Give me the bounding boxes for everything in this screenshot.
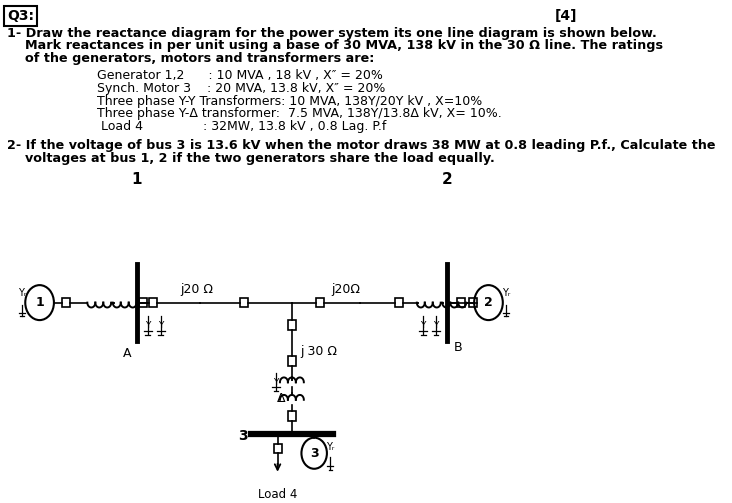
Text: Y: Y (158, 321, 163, 330)
Text: Synch. Motor 3    : 20 MVA, 13.8 kV, X″ = 20%: Synch. Motor 3 : 20 MVA, 13.8 kV, X″ = 2… (97, 82, 385, 95)
Text: Δ: Δ (277, 392, 285, 405)
Bar (149, 298, 157, 307)
Text: Load 4               : 32MW, 13.8 kV , 0.8 Lag. P.f: Load 4 : 32MW, 13.8 kV , 0.8 Lag. P.f (97, 120, 386, 133)
Bar (468, 298, 477, 307)
Text: Mark reactances in per unit using a base of 30 MVA, 138 kV in the 30 Ω line. The: Mark reactances in per unit using a base… (7, 39, 663, 52)
Text: Y: Y (273, 378, 279, 387)
Text: 1: 1 (35, 296, 44, 309)
Text: 2: 2 (441, 173, 452, 188)
Text: 3: 3 (310, 447, 318, 460)
Text: Yᵣ: Yᵣ (326, 443, 335, 452)
Bar (288, 356, 296, 366)
Text: Y: Y (145, 321, 151, 330)
Text: 1- Draw the reactance diagram for the power system its one line diagram is shown: 1- Draw the reactance diagram for the po… (7, 27, 657, 40)
Bar (62, 298, 70, 307)
Text: 1: 1 (132, 173, 142, 188)
Text: Q3:: Q3: (7, 9, 34, 23)
Bar (240, 298, 248, 307)
Text: j20 Ω: j20 Ω (180, 283, 213, 295)
Bar (139, 298, 147, 307)
Text: 2: 2 (484, 296, 493, 309)
Text: of the generators, motors and transformers are:: of the generators, motors and transforme… (7, 52, 374, 65)
Text: B: B (454, 342, 463, 355)
Bar (457, 298, 465, 307)
Text: Y: Y (420, 321, 426, 330)
Bar (315, 298, 324, 307)
Text: Load 4: Load 4 (258, 488, 297, 501)
Text: Yᵣ: Yᵣ (502, 288, 510, 298)
Text: j20Ω: j20Ω (332, 283, 361, 295)
Text: voltages at bus 1, 2 if the two generators share the load equally.: voltages at bus 1, 2 if the two generato… (7, 152, 495, 165)
Bar (288, 320, 296, 330)
Text: [4]: [4] (555, 9, 578, 23)
Text: j 30 Ω: j 30 Ω (300, 345, 337, 358)
Bar (288, 411, 296, 421)
Text: 3: 3 (238, 429, 247, 443)
Text: 2- If the voltage of bus 3 is 13.6 kV when the motor draws 38 MW at 0.8 leading : 2- If the voltage of bus 3 is 13.6 kV wh… (7, 139, 715, 152)
Bar (274, 444, 282, 453)
Text: Three phase Y-Δ transformer:  7.5 MVA, 138Y/13.8Δ kV, X= 10%.: Three phase Y-Δ transformer: 7.5 MVA, 13… (97, 107, 501, 120)
Text: Generator 1,2      : 10 MVA , 18 kV , X″ = 20%: Generator 1,2 : 10 MVA , 18 kV , X″ = 20… (97, 69, 383, 82)
Bar (395, 298, 403, 307)
Text: A: A (123, 347, 131, 360)
Text: Yᵣ: Yᵣ (18, 288, 26, 298)
Text: Y: Y (433, 321, 438, 330)
Text: Three phase Y-Y Transformers: 10 MVA, 138Y/20Y kV , X=10%: Three phase Y-Y Transformers: 10 MVA, 13… (97, 95, 482, 108)
